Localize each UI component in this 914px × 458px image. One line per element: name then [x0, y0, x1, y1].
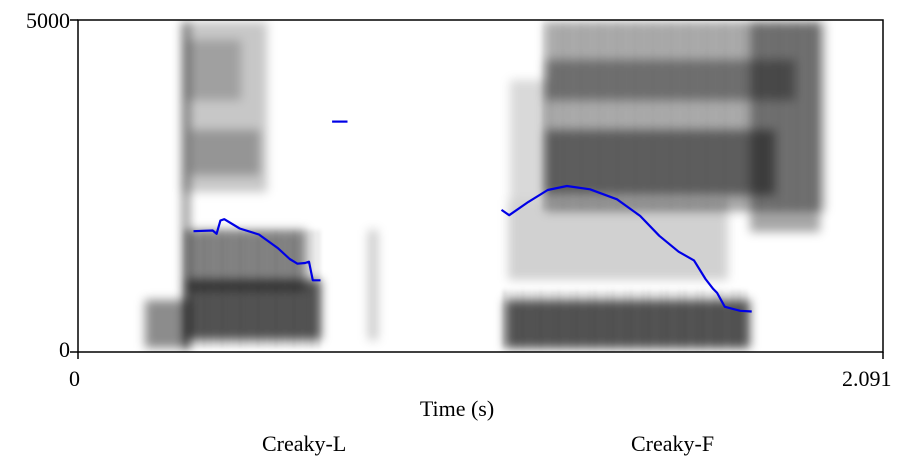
- pitch-track: [193, 120, 752, 313]
- x-tick-label-right: 2.091: [842, 366, 892, 391]
- y-tick-label-bottom: 0: [59, 337, 70, 362]
- y-tick-label-top: 5000: [26, 8, 70, 33]
- pitch-segment-1: [193, 218, 321, 282]
- annotation-creaky-f: Creaky-F: [631, 431, 715, 456]
- x-tick-label-left: 0: [69, 366, 80, 391]
- annotation-creaky-l: Creaky-L: [262, 431, 347, 456]
- x-axis-label: Time (s): [419, 396, 495, 421]
- plot-frame: [77, 19, 884, 353]
- spectrogram-intensity: [145, 22, 825, 350]
- pitch-segment-3: [500, 184, 752, 313]
